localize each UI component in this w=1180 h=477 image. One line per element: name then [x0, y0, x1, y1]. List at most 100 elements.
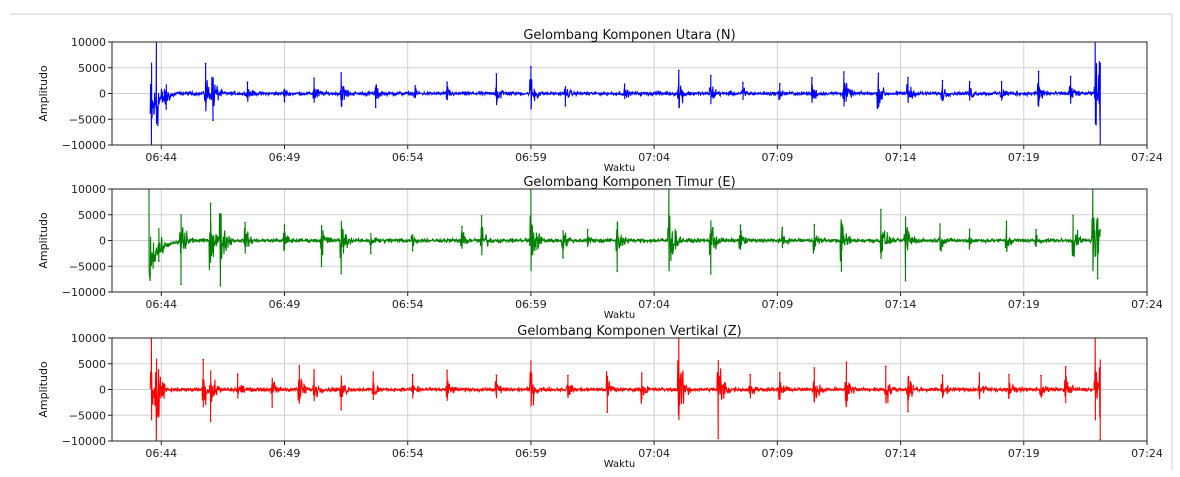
waveform-peak-point: [904, 279, 907, 282]
waveform-peak-point: [283, 224, 286, 226]
waveform-peak-point: [564, 105, 567, 107]
x-tick-label: 06:49: [269, 151, 301, 164]
waveform-peak-point: [586, 228, 589, 231]
x-tick-label: 06:59: [515, 447, 547, 460]
waveform-peak-point: [941, 79, 944, 82]
waveform-peak-point: [779, 82, 781, 85]
waveform-peak-point: [742, 81, 744, 84]
waveform-peak-point: [480, 215, 483, 217]
waveform-peak-point: [781, 226, 784, 229]
waveform-peak-point: [749, 373, 751, 376]
waveform-peak-point: [616, 270, 618, 273]
waveform-peak-point: [298, 365, 301, 367]
waveform-peak-point: [271, 406, 274, 408]
waveform-peak-point: [968, 228, 971, 230]
y-tick-label: −5000: [69, 113, 106, 126]
x-tick-label: 07:19: [1008, 298, 1040, 311]
waveform-peak-point: [941, 374, 944, 376]
waveform-peak-point: [530, 65, 532, 68]
x-tick-label: 07:09: [762, 447, 794, 460]
chart-panel-3: 10000 5000 0 −5000 −10000 06:44 06:49 06:54 06:5…: [37, 324, 1163, 470]
waveform-peak-point: [446, 369, 448, 372]
x-tick-label: 06:54: [392, 447, 424, 460]
waveform-peak-point: [1040, 374, 1042, 377]
waveform-peak-point: [530, 360, 532, 363]
waveform-peak-point: [414, 85, 416, 87]
waveform-peak-point: [158, 260, 160, 262]
waveform-peak-point: [495, 73, 498, 75]
waveform-peak-point: [236, 373, 239, 375]
waveform-series-line: [149, 338, 1101, 441]
waveform-peak-point: [374, 106, 377, 109]
y-tick-label: −10000: [62, 435, 106, 448]
x-tick-label: 07:14: [885, 447, 917, 460]
waveform-peak-point: [340, 272, 343, 275]
x-tick-label: 07:24: [1131, 151, 1163, 164]
waveform-peak-point: [710, 273, 712, 275]
y-axis-label: Amplitudo: [37, 65, 50, 122]
y-tick-label: −5000: [69, 260, 106, 273]
x-tick-label: 06:54: [392, 151, 424, 164]
waveform-peak-point: [202, 358, 204, 361]
waveform-peak-point: [411, 250, 414, 252]
waveform-peak-point: [340, 408, 343, 411]
waveform-peak-point: [606, 411, 609, 414]
waveform-peak-point: [840, 270, 843, 272]
x-tick-label: 07:09: [762, 151, 794, 164]
chart-panel-2: 10000 5000 0 −5000 −10000 06:44 06:49 06:54 06:5…: [37, 175, 1163, 321]
waveform-peak-point: [219, 285, 222, 287]
waveform-peak-point: [180, 283, 182, 286]
x-axis-label: Waktu: [604, 310, 635, 321]
waveform-peak-point: [246, 81, 249, 83]
waveform-peak-point: [411, 373, 414, 376]
waveform-peak-point: [885, 365, 887, 368]
waveform-peak-point: [1000, 80, 1003, 83]
y-tick-label: 0: [99, 88, 106, 101]
chart-title: Gelombang Komponen Vertikal (Z): [517, 324, 741, 339]
y-tick-label: 5000: [78, 62, 106, 75]
waveform-peak-point: [461, 225, 463, 228]
waveform-peak-point: [739, 224, 742, 226]
chart-panels: 10000 5000 0 −5000 −10000 06:44 06:49 06:54 06:5…: [37, 28, 1163, 470]
y-axis-label: Amplitudo: [37, 361, 50, 418]
waveform-peak-point: [209, 420, 212, 423]
waveform-peak-point: [641, 372, 643, 374]
waveform-peak-point: [204, 62, 207, 65]
y-tick-label: −10000: [62, 286, 106, 299]
x-tick-label: 07:14: [885, 298, 917, 311]
y-tick-label: −5000: [69, 409, 106, 422]
waveform-peak-point: [446, 81, 448, 83]
waveform-peak-point: [813, 367, 816, 369]
waveform-peak-point: [1096, 277, 1099, 280]
waveform-peak-point: [717, 437, 719, 440]
x-tick-label: 07:19: [1008, 151, 1040, 164]
waveform-peak-point: [1005, 220, 1008, 223]
y-tick-label: 0: [99, 235, 106, 248]
waveform-peak-point: [495, 374, 498, 376]
y-tick-label: 5000: [78, 209, 106, 222]
waveform-peak-point: [209, 202, 212, 205]
chart-panel-1: 10000 5000 0 −5000 −10000 06:44 06:49 06:54 06:5…: [37, 28, 1163, 174]
waveform-series-line: [148, 189, 1101, 286]
x-tick-label: 07:04: [638, 298, 670, 311]
x-tick-label: 07:24: [1131, 298, 1163, 311]
y-axis-label: Amplitudo: [37, 212, 50, 269]
waveform-peak-point: [340, 72, 343, 74]
x-tick-label: 07:24: [1131, 447, 1163, 460]
chart-title: Gelombang Komponen Timur (E): [523, 175, 735, 190]
waveform-peak-point: [623, 83, 626, 85]
waveform-peak-point: [843, 71, 845, 73]
x-tick-label: 06:44: [145, 447, 177, 460]
chart-title: Gelombang Komponen Utara (N): [523, 28, 735, 43]
x-axis-label: Waktu: [604, 163, 635, 174]
waveform-peak-point: [562, 257, 564, 259]
x-tick-label: 06:49: [269, 298, 301, 311]
waveform-peak-point: [779, 371, 781, 374]
waveform-peak-point: [1064, 366, 1067, 368]
waveform-peak-point: [1072, 214, 1074, 217]
waveform-peak-point: [313, 77, 315, 79]
waveform-peak-point: [813, 223, 816, 226]
waveform-peak-point: [845, 361, 848, 364]
y-tick-label: 0: [99, 384, 106, 397]
